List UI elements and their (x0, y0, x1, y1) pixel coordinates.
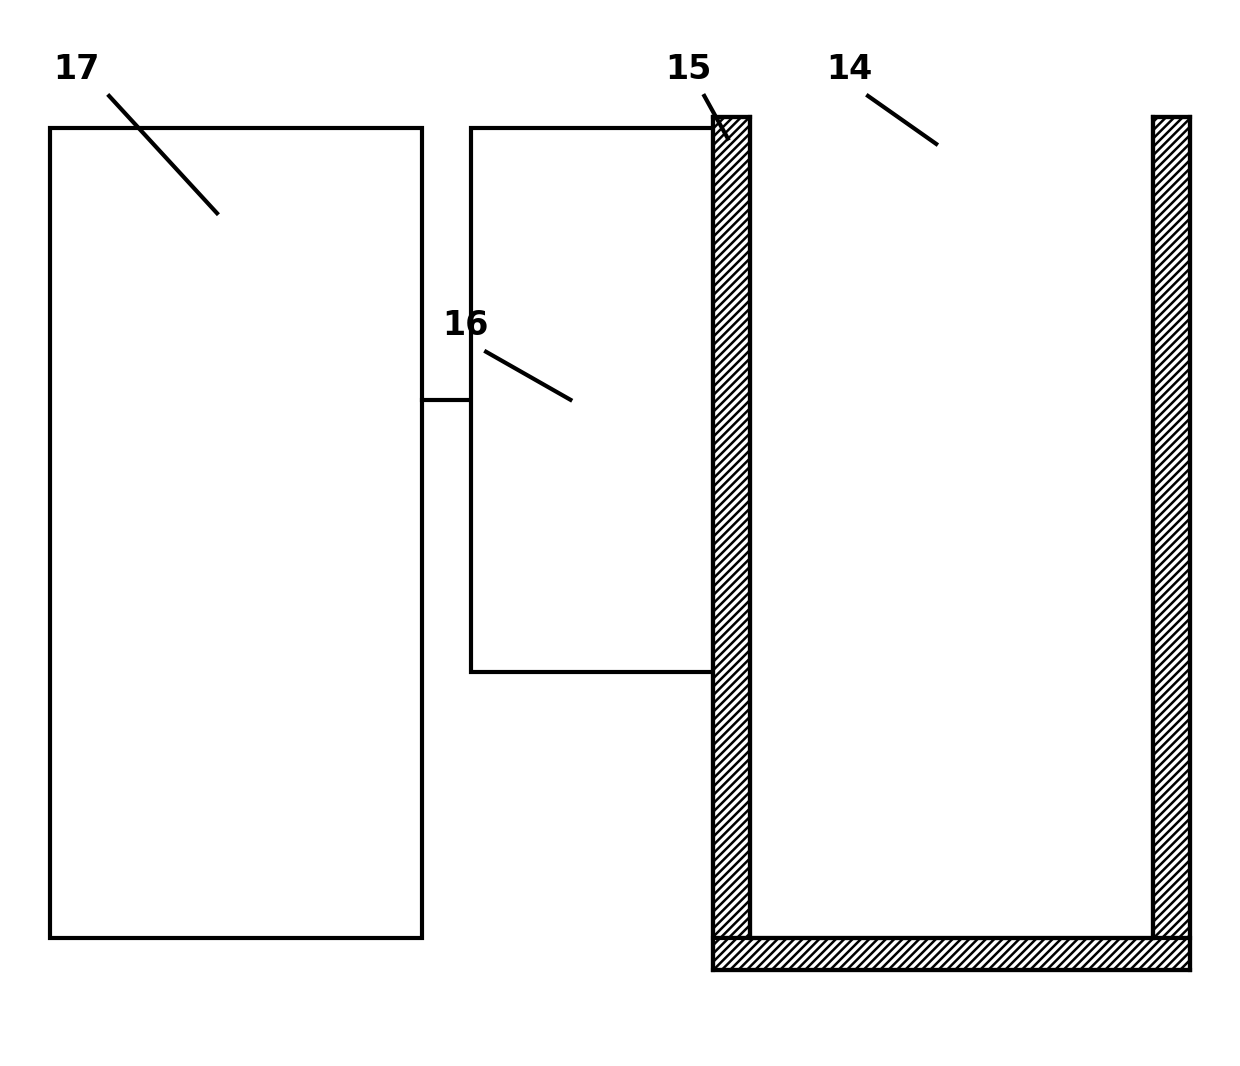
Bar (471, 128, 719, 672)
Text: 16: 16 (441, 309, 489, 341)
Bar (50, 128, 422, 938)
Bar (750, 117, 1153, 938)
Text: 15: 15 (665, 53, 712, 85)
Bar (713, 117, 750, 938)
Text: 14: 14 (826, 53, 873, 85)
Bar (713, 938, 1190, 970)
Bar (1153, 117, 1190, 938)
Text: 17: 17 (53, 53, 100, 85)
